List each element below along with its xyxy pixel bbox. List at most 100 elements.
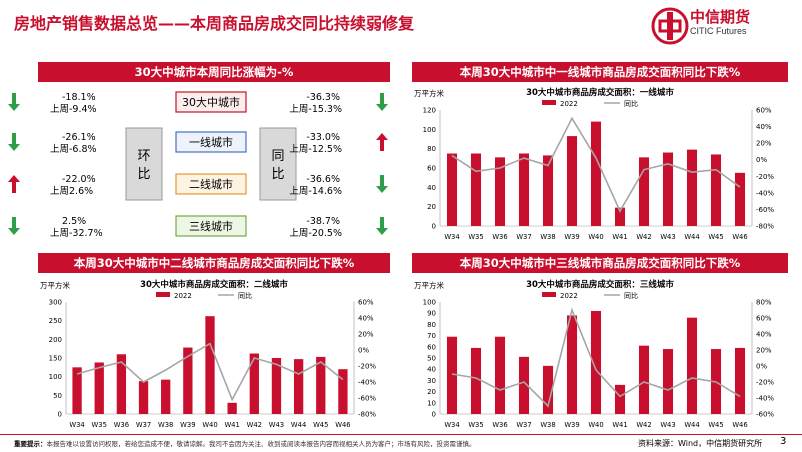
- bar: [293, 359, 304, 414]
- x-tick-label: W45: [313, 421, 328, 429]
- x-tick-label: W42: [247, 421, 262, 429]
- right-tick-label: -60%: [358, 395, 376, 403]
- arrow-down-icon: [8, 217, 20, 235]
- bar: [686, 317, 698, 414]
- hb-label: 比: [137, 167, 150, 182]
- x-tick-label: W43: [660, 421, 675, 429]
- bar: [590, 121, 602, 226]
- x-tick-label: W40: [588, 233, 603, 241]
- left-tick-label: 10: [427, 399, 436, 407]
- legend-bar-label: 2022: [174, 292, 192, 300]
- right-tick-label: -40%: [756, 189, 774, 197]
- bar: [542, 365, 554, 414]
- tier3-panel-header: 本周30大中城市中三线城市商品房成交面积同比下跌%: [412, 253, 788, 273]
- city-box: [175, 91, 247, 113]
- yoy-line: [451, 116, 741, 213]
- x-tick-label: W37: [516, 233, 531, 241]
- city-label: 三线城市: [189, 219, 233, 233]
- x-tick-label: W45: [708, 233, 723, 241]
- arrow-up-icon: [376, 133, 388, 151]
- legend-bar-swatch: [542, 292, 556, 297]
- bar: [686, 149, 698, 226]
- x-tick-label: W39: [564, 233, 579, 241]
- bar: [249, 353, 259, 414]
- x-tick-label: W36: [492, 233, 507, 241]
- legend-bar-swatch: [156, 292, 170, 297]
- summary-diagram: 环比同比30大中城市-18.1%上周-9.4%-36.3%上周-15.3%一线城…: [8, 91, 388, 239]
- left-tick-label: 80: [427, 145, 436, 153]
- citic-logo-icon: [651, 7, 689, 45]
- bar: [470, 347, 482, 414]
- x-tick-label: W40: [588, 421, 603, 429]
- left-tick-label: 50: [53, 392, 62, 400]
- x-tick-label: W44: [684, 421, 699, 429]
- left-tick-label: 200: [49, 336, 62, 344]
- tb-label: 比: [271, 167, 284, 182]
- hb-prev-value: 上周2.6%: [50, 186, 93, 197]
- city-box: [175, 131, 247, 153]
- x-tick-label: W41: [224, 421, 239, 429]
- x-tick-label: W43: [269, 421, 284, 429]
- x-tick-label: W37: [516, 421, 531, 429]
- arrow-up-icon: [8, 175, 20, 193]
- bar: [161, 379, 171, 414]
- x-tick-label: W46: [335, 421, 350, 429]
- bar: [614, 384, 626, 414]
- hb-prev-value: 上周-32.7%: [50, 228, 103, 239]
- x-tick-label: W44: [291, 421, 306, 429]
- bar: [183, 347, 193, 414]
- left-tick-label: 120: [423, 107, 436, 115]
- left-tick-label: 40: [427, 184, 436, 192]
- bar: [138, 381, 149, 414]
- right-tick-label: 40%: [358, 315, 374, 323]
- right-tick-label: 60%: [756, 107, 772, 115]
- left-tick-label: 100: [423, 299, 436, 307]
- bar: [94, 362, 104, 414]
- left-tick-label: 90: [427, 310, 436, 318]
- right-tick-label: -40%: [358, 379, 376, 387]
- bar: [470, 153, 482, 226]
- bar: [566, 315, 578, 414]
- right-tick-label: -60%: [756, 411, 774, 419]
- x-tick-label: W46: [732, 233, 747, 241]
- left-tick-label: 20: [427, 388, 436, 396]
- tb-prev-value: 上周-20.5%: [289, 228, 342, 239]
- left-axis-unit: 万平方米: [414, 280, 444, 290]
- x-tick-label: W36: [114, 421, 129, 429]
- left-tick-label: 80: [427, 321, 436, 329]
- tier3-chart: 30大中城市商品房成交面积：三线城市 万平方米 2022 同比 0 10 20 30 40 50 6…: [414, 279, 774, 429]
- bar: [566, 136, 578, 226]
- left-tick-label: 50: [427, 355, 436, 363]
- bar: [116, 354, 127, 414]
- footer-divider: [0, 434, 802, 435]
- x-tick-label: W45: [708, 421, 723, 429]
- left-tick-label: 150: [49, 355, 62, 363]
- left-tick-label: 250: [49, 317, 62, 325]
- bar: [638, 157, 650, 226]
- bar: [638, 345, 650, 414]
- bar: [494, 157, 506, 226]
- x-tick-label: W36: [492, 421, 507, 429]
- bar: [614, 207, 626, 226]
- bar: [446, 153, 458, 226]
- chart-title: 30大中城市商品房成交面积：一线城市: [526, 87, 674, 98]
- city-label: 30大中城市: [182, 95, 240, 109]
- bar: [662, 349, 674, 414]
- right-tick-label: -80%: [358, 411, 376, 419]
- left-tick-label: 40: [427, 366, 436, 374]
- x-tick-label: W38: [540, 233, 555, 241]
- bar: [72, 367, 82, 414]
- left-tick-label: 60: [427, 165, 436, 173]
- right-tick-label: -80%: [756, 223, 774, 231]
- right-tick-label: 60%: [358, 299, 374, 307]
- chart-title: 30大中城市商品房成交面积：三线城市: [526, 279, 674, 290]
- yoy-line: [451, 307, 741, 408]
- footer-label: 重要提示：: [14, 440, 47, 448]
- right-tick-label: 80%: [756, 299, 772, 307]
- chart-title: 30大中城市商品房成交面积：二线城市: [140, 279, 288, 290]
- city-box: [175, 215, 247, 237]
- bar: [734, 347, 746, 414]
- tb-prev-value: 上周-12.5%: [289, 144, 342, 155]
- tb-prev-value: 上周-14.6%: [289, 186, 342, 197]
- bar: [734, 172, 746, 226]
